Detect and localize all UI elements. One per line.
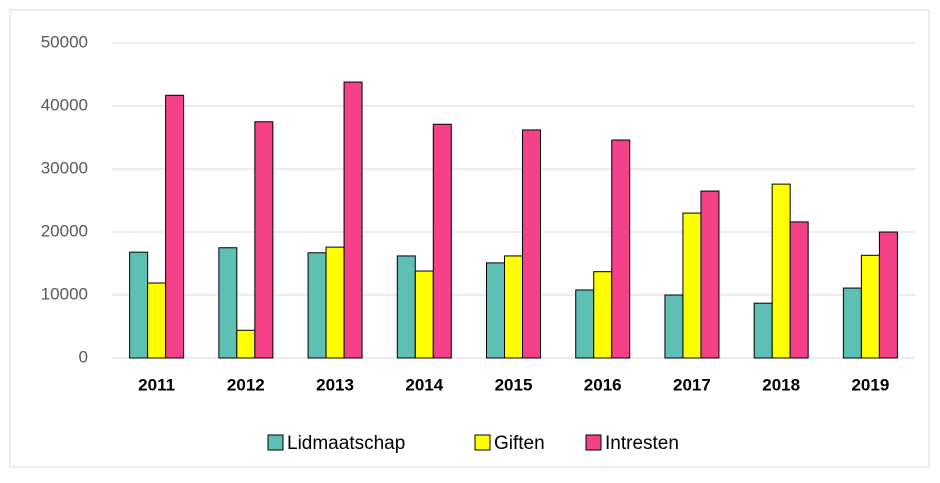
legend-label: Giften [494,433,545,454]
x-tick-label: 2012 [227,375,265,394]
y-tick-label: 40000 [41,95,88,114]
bar [307,252,327,359]
bar [789,221,809,359]
y-tick-label: 30000 [41,158,88,177]
bar [575,289,595,359]
bar [522,129,541,359]
x-tick-label: 2019 [851,375,889,394]
legend-swatch [585,434,602,451]
y-tick-label: 0 [79,347,88,366]
bar [842,287,862,359]
bar [682,212,702,359]
bar [611,139,631,359]
bar [236,329,256,359]
y-tick-label: 50000 [41,32,88,51]
bar [753,302,773,359]
bar [593,271,613,359]
bar [700,190,720,359]
bar [486,262,505,359]
bar [218,247,238,359]
legend-swatch [267,434,284,451]
bar [325,246,345,359]
bar [414,270,434,359]
bar [129,251,149,359]
bar [165,94,185,359]
x-tick-label: 2014 [405,375,443,394]
bar [147,282,167,359]
bar [343,81,363,359]
bar [860,254,880,359]
x-tick-label: 2011 [138,375,175,394]
bar [878,231,898,359]
bar [254,121,274,359]
legend-label: Lidmaatschap [287,433,405,454]
x-tick-label: 2013 [316,375,354,394]
bar [432,123,452,359]
legend-swatch [474,434,491,451]
x-tick-label: 2015 [495,375,533,394]
legend-label: Intresten [605,433,679,454]
y-tick-label: 10000 [41,284,88,303]
bar [771,183,791,359]
x-tick-label: 2017 [673,375,711,394]
bar [504,255,523,359]
x-tick-label: 2018 [762,375,800,394]
y-tick-label: 20000 [41,221,88,240]
bar [664,294,684,359]
x-tick-label: 2016 [584,375,622,394]
bar [396,255,416,359]
